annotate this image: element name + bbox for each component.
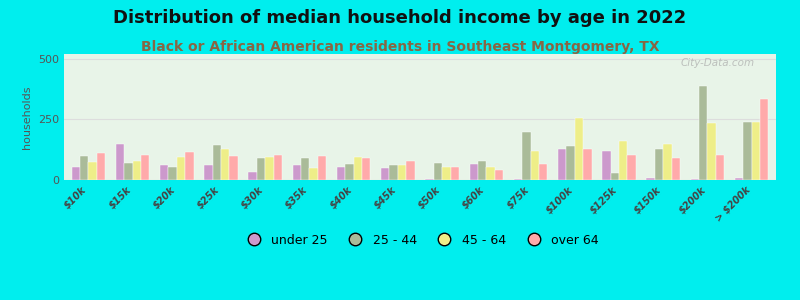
Bar [185,152,194,180]
Bar [566,146,574,180]
Bar [390,166,398,180]
Bar [204,166,213,180]
Bar [522,131,530,180]
Bar [249,172,257,180]
Bar [160,166,168,180]
Bar [274,154,282,180]
Bar [760,99,769,180]
Bar [494,170,503,180]
Bar [301,158,310,180]
Bar [426,179,434,180]
Bar [266,157,274,180]
Bar [354,157,362,180]
Bar [293,166,301,180]
Bar [442,167,450,180]
Bar [583,148,591,180]
Bar [116,144,124,180]
Bar [655,148,663,180]
Bar [699,85,707,180]
Bar [610,173,619,180]
Bar [80,156,88,180]
Bar [310,168,318,180]
Bar [752,122,760,180]
Bar [177,157,185,180]
Y-axis label: households: households [22,85,33,149]
Bar [574,118,583,180]
Bar [558,148,566,180]
Bar [362,158,370,180]
Bar [141,154,150,180]
Text: Distribution of median household income by age in 2022: Distribution of median household income … [114,9,686,27]
Bar [406,160,414,180]
Bar [663,144,672,180]
Bar [735,178,743,180]
Bar [619,141,627,180]
Bar [434,163,442,180]
Bar [124,163,133,180]
Bar [690,179,699,180]
Bar [743,122,752,180]
Bar [602,151,610,180]
Bar [381,168,390,180]
Bar [257,158,266,180]
Text: Black or African American residents in Southeast Montgomery, TX: Black or African American residents in S… [141,40,659,55]
Legend: under 25, 25 - 44, 45 - 64, over 64: under 25, 25 - 44, 45 - 64, over 64 [236,229,604,252]
Bar [530,151,539,180]
Bar [486,167,494,180]
Bar [672,158,680,180]
Bar [230,156,238,180]
Bar [450,167,459,180]
Text: City-Data.com: City-Data.com [681,58,754,68]
Bar [539,164,547,180]
Bar [71,167,80,180]
Bar [318,156,326,180]
Bar [213,145,221,180]
Bar [398,166,406,180]
Bar [133,160,141,180]
Bar [168,167,177,180]
Bar [514,179,522,180]
Bar [478,160,486,180]
Bar [646,178,655,180]
Bar [337,167,346,180]
Bar [97,153,105,180]
Bar [221,148,230,180]
Bar [346,164,354,180]
Bar [470,164,478,180]
Bar [716,154,724,180]
Bar [88,162,97,180]
Bar [627,154,636,180]
Bar [707,123,716,180]
